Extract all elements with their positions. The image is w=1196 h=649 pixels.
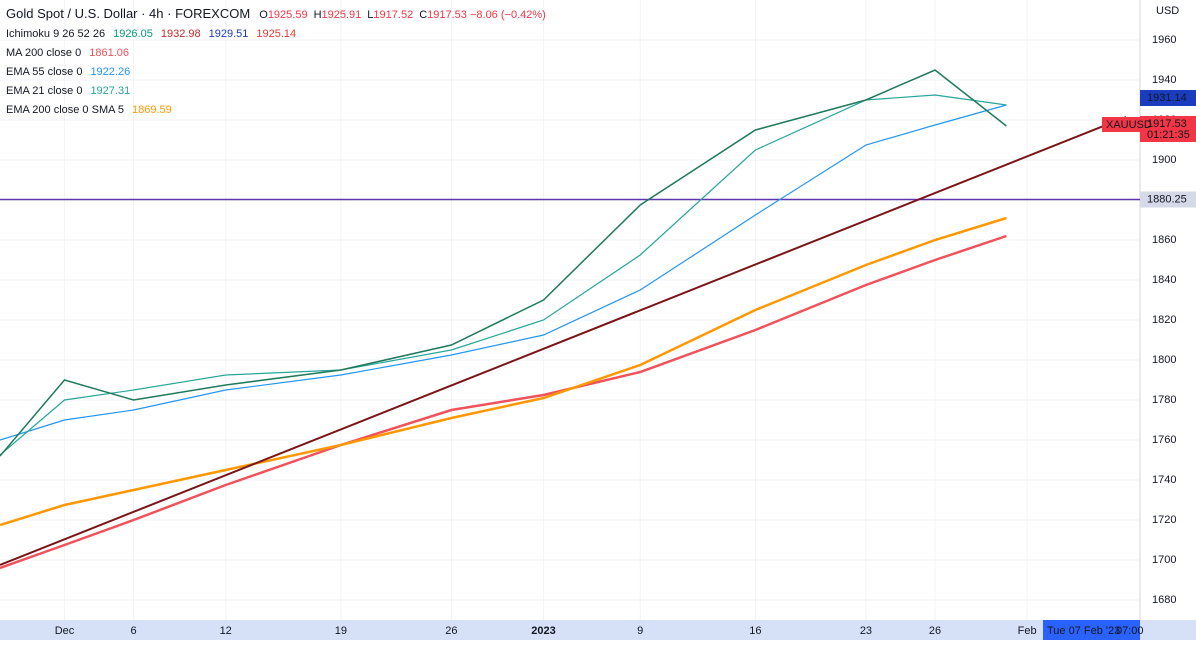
- ohlc-value: 1925.59: [267, 9, 308, 21]
- ichimoku-value: 1929.51: [208, 28, 249, 40]
- legend-name: MA 200 close 0: [6, 47, 82, 59]
- chart-title: Gold Spot / U.S. Dollar · 4h · FOREXCOM: [6, 6, 251, 21]
- ichimoku-name: Ichimoku 9 26 52 26: [6, 28, 106, 40]
- legend-name: EMA 21 close 0: [6, 85, 83, 97]
- ohlc-label: H: [313, 9, 322, 21]
- legend: Gold Spot / U.S. Dollar · 4h · FOREXCOM …: [6, 4, 546, 120]
- y-tick-label: 1760: [1152, 434, 1176, 446]
- y-tick-label: 1940: [1152, 74, 1176, 86]
- level-label: 1880.25: [1147, 193, 1187, 205]
- legend-value: 1869.59: [132, 104, 172, 116]
- legend-entry[interactable]: EMA 200 close 0 SMA 5 1869.59: [6, 101, 546, 120]
- y-tick-label: 1680: [1152, 594, 1176, 606]
- legend-entry[interactable]: EMA 21 close 0 1927.31: [6, 82, 546, 101]
- cursor-date: Tue 07 Feb '23: [1047, 625, 1120, 637]
- x-tick-label: 6: [131, 625, 137, 637]
- change: −8.06 (−0.42%): [469, 9, 546, 21]
- ichimoku-value: 1926.05: [113, 28, 153, 40]
- series-line: [0, 94, 1007, 456]
- price-tag: [1140, 90, 1196, 106]
- y-tick-label: 1720: [1152, 514, 1176, 526]
- currency: USD: [1156, 5, 1179, 17]
- y-tick-label: 1860: [1152, 234, 1176, 246]
- series-line: [0, 234, 1007, 570]
- legend-value: 1927.31: [90, 85, 131, 97]
- symbol: XAUUSD: [1106, 119, 1152, 131]
- y-tick-label: 1960: [1152, 34, 1176, 46]
- symbol-tag: [1102, 117, 1146, 132]
- header: Gold Spot / U.S. Dollar · 4h · FOREXCOM …: [6, 4, 546, 25]
- legend-name: EMA 200 close 0 SMA 5: [6, 104, 125, 116]
- ichimoku-legend: Ichimoku 9 26 52 26 1926.05 1932.98 1929.51…: [6, 25, 546, 44]
- cursor-date-tag: [1043, 620, 1140, 640]
- ichimoku-value: 1932.98: [160, 28, 201, 40]
- ichimoku-value: 1925.14: [256, 28, 297, 40]
- x-tick-label: 19: [335, 625, 347, 637]
- level-tag: [1140, 191, 1196, 208]
- y-tick-label: 1900: [1152, 154, 1176, 166]
- x-tick-label: 23: [860, 625, 872, 637]
- ohlc-label: C: [419, 9, 428, 21]
- ohlc-value: 1917.53: [427, 9, 467, 21]
- time-axis: [0, 620, 1196, 640]
- y-tick-label: 1840: [1152, 274, 1176, 286]
- ohlc-label: L: [367, 9, 374, 21]
- price-tag-label: 1917.53: [1147, 118, 1187, 130]
- cursor-time: 07:00: [1116, 625, 1144, 637]
- x-tick-label: 9: [637, 625, 643, 637]
- x-tick-label: Feb: [1018, 625, 1037, 637]
- legend-name: EMA 55 close 0: [6, 66, 83, 78]
- ohlc-value: 1917.52: [373, 9, 414, 21]
- ohlc-label: O: [259, 9, 268, 21]
- legend-entry[interactable]: MA 200 close 0 1861.06: [6, 44, 546, 63]
- legend-entry[interactable]: EMA 55 close 0 1922.26: [6, 63, 546, 82]
- y-tick-label: 1800: [1152, 354, 1176, 366]
- countdown: 01:21:35: [1147, 129, 1190, 141]
- x-tick-label: 26: [929, 625, 941, 637]
- ohlc: O1925.59 H1925.91 L1917.52 C1917.53: [253, 9, 467, 21]
- y-tick-label: 1740: [1152, 474, 1176, 486]
- y-tick-label: 1780: [1152, 394, 1176, 406]
- x-tick-label: 12: [220, 625, 232, 637]
- x-tick-label: 26: [445, 625, 457, 637]
- x-tick-label: 16: [749, 625, 761, 637]
- price-tag-label: 1931.14: [1147, 92, 1187, 104]
- y-tick-label: 1700: [1152, 554, 1176, 566]
- legend-value: 1922.26: [90, 66, 131, 78]
- y-tick-label: 1820: [1152, 314, 1176, 326]
- ohlc-value: 1925.91: [321, 9, 362, 21]
- x-tick-label: 2023: [531, 625, 555, 637]
- series-line: [0, 69, 1007, 457]
- legend-value: 1861.06: [89, 47, 129, 59]
- series-line: [0, 216, 1007, 527]
- x-tick-label: Dec: [55, 625, 75, 637]
- series-line: [0, 116, 1127, 566]
- countdown-tag: [1140, 128, 1196, 142]
- series-line: [0, 104, 1007, 441]
